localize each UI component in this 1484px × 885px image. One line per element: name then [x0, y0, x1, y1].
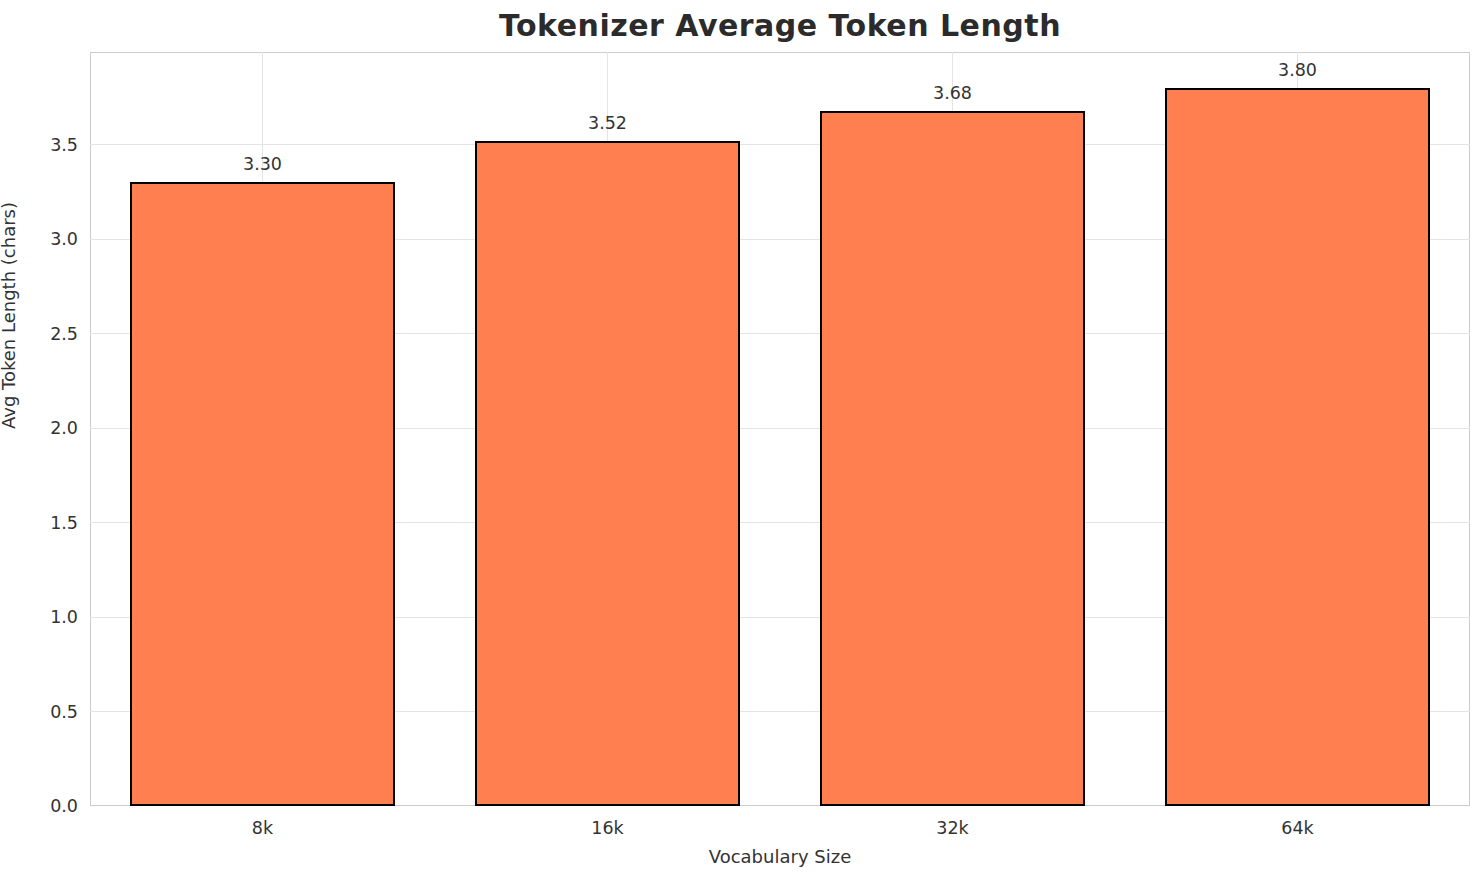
x-tick-label: 8k: [252, 818, 273, 838]
x-tick-label: 16k: [591, 818, 623, 838]
y-tick-label: 3.5: [0, 135, 78, 155]
y-tick-label: 2.5: [0, 324, 78, 344]
x-axis-label: Vocabulary Size: [90, 846, 1470, 867]
bar: [475, 141, 741, 806]
bar: [820, 111, 1086, 806]
bar-value-label: 3.68: [933, 83, 972, 103]
bar: [130, 182, 396, 806]
bar-chart-figure: Tokenizer Average Token Length Vocabular…: [0, 0, 1484, 885]
y-tick-label: 0.0: [0, 796, 78, 816]
y-tick-label: 1.5: [0, 513, 78, 533]
x-tick-label: 32k: [936, 818, 968, 838]
y-tick-label: 0.5: [0, 702, 78, 722]
bar-value-label: 3.80: [1278, 60, 1317, 80]
bar-value-label: 3.30: [243, 154, 282, 174]
y-tick-label: 2.0: [0, 418, 78, 438]
y-tick-label: 3.0: [0, 229, 78, 249]
bar-value-label: 3.52: [588, 113, 627, 133]
bar: [1165, 88, 1431, 806]
x-tick-label: 64k: [1281, 818, 1313, 838]
chart-title: Tokenizer Average Token Length: [90, 6, 1470, 46]
y-tick-label: 1.0: [0, 607, 78, 627]
